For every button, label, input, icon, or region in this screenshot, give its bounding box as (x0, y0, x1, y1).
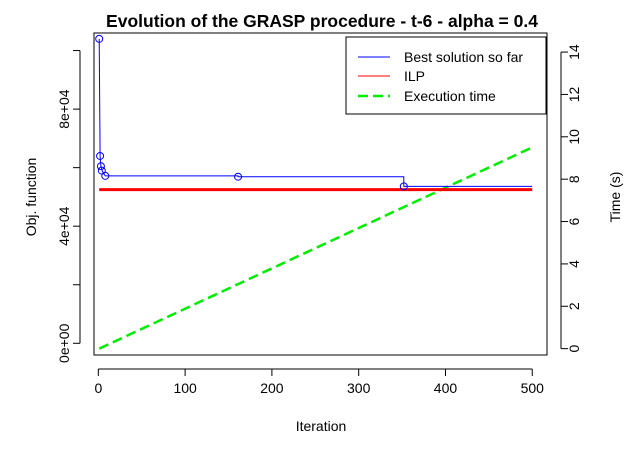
y2-tick-label: 0 (566, 345, 582, 353)
y2-axis-label: Time (s) (607, 172, 623, 223)
y-tick-label: 4e+04 (56, 206, 72, 246)
x-tick-label: 0 (94, 380, 102, 396)
plot-frame (93, 32, 548, 356)
y2-tick-label: 8 (566, 175, 582, 183)
legend-label-time: Execution time (404, 88, 496, 104)
legend-label-ilp: ILP (404, 68, 425, 84)
y2-axis: 0 2 4 6 8 10 12 14 (560, 44, 582, 353)
legend: Best solution so far ILP Execution time (345, 36, 547, 115)
best-solution-point (234, 172, 243, 181)
y2-tick-label: 12 (566, 86, 582, 102)
series-layer (95, 34, 533, 350)
y2-tick-label: 10 (566, 129, 582, 145)
y2-tick-label: 6 (566, 217, 582, 225)
best-solution-point (101, 171, 110, 180)
legend-label-best: Best solution so far (404, 49, 523, 65)
x-tick-label: 400 (434, 380, 458, 396)
y-tick-label: 0e+00 (56, 323, 72, 363)
x-tick-label: 200 (260, 380, 284, 396)
y-tick-label: 8e+04 (56, 89, 72, 129)
x-axis: 0 100 200 300 400 500 (94, 368, 545, 396)
y-axis-label: Obj. function (23, 158, 39, 237)
y2-tick-label: 14 (566, 44, 582, 60)
x-tick-label: 500 (521, 380, 545, 396)
y-axis: 0e+00 4e+04 8e+04 (56, 50, 81, 363)
x-axis-label: Iteration (296, 418, 347, 434)
chart-title: Evolution of the GRASP procedure - t-6 -… (106, 11, 538, 31)
best-solution-point (96, 151, 105, 160)
y2-tick-label: 4 (566, 260, 582, 268)
best-solution-point (96, 162, 105, 171)
x-tick-label: 100 (173, 380, 197, 396)
plot-area (93, 32, 548, 356)
best-solution-point (399, 182, 408, 191)
y2-tick-label: 2 (566, 302, 582, 310)
best-solution-point (95, 34, 104, 43)
x-tick-label: 300 (347, 380, 371, 396)
series-line-execution-time (98, 146, 533, 350)
